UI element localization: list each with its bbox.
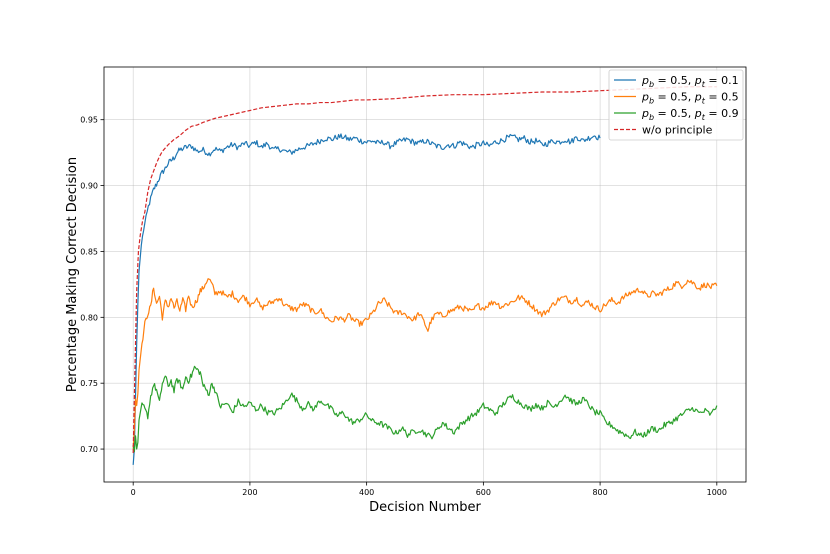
legend-label-series-3: pb = 0.5, pt = 0.9 [641, 107, 739, 122]
legend-label-series-4: w/o principle [642, 124, 713, 137]
x-tick-label: 1000 [707, 488, 727, 497]
legend-box [608, 69, 744, 141]
series-line-2 [132, 278, 718, 450]
y-axis-title: Percentage Making Correct Decision [65, 157, 80, 392]
legend-entry-series-3: pb = 0.5, pt = 0.9 [614, 107, 739, 122]
legend: pb = 0.5, pt = 0.1 pb = 0.5, pt = 0.5 pb… [608, 69, 744, 141]
series-line-1 [132, 133, 601, 465]
y-tick-label: 0.85 [80, 247, 98, 256]
y-tick-label: 0.90 [80, 182, 98, 191]
x-tick-label: 800 [592, 488, 607, 497]
legend-label-series-1: pb = 0.5, pt = 0.1 [641, 74, 739, 89]
legend-entry-series-1: pb = 0.5, pt = 0.1 [614, 74, 739, 89]
x-tick-label: 600 [476, 488, 491, 497]
legend-label-series-2: pb = 0.5, pt = 0.5 [641, 91, 739, 106]
series-line-4 [132, 86, 717, 454]
x-tick-label: 0 [131, 488, 136, 497]
series-lines [132, 86, 718, 465]
y-tick-label: 0.70 [80, 445, 98, 454]
x-tick-label: 200 [242, 488, 257, 497]
x-axis-ticks: 0 200 400 600 800 1000 [131, 482, 727, 497]
legend-entry-series-2: pb = 0.5, pt = 0.5 [614, 91, 739, 106]
y-tick-label: 0.80 [80, 313, 98, 322]
x-axis-title: Decision Number [369, 500, 481, 515]
x-tick-label: 400 [359, 488, 374, 497]
y-axis-ticks: 0.70 0.75 0.80 0.85 0.90 0.95 [80, 116, 104, 454]
legend-entry-series-4: w/o principle [614, 124, 713, 137]
y-tick-label: 0.95 [80, 116, 98, 125]
plot-area-frame [103, 66, 747, 483]
y-tick-label: 0.75 [80, 379, 98, 388]
series-line-3 [132, 365, 718, 453]
